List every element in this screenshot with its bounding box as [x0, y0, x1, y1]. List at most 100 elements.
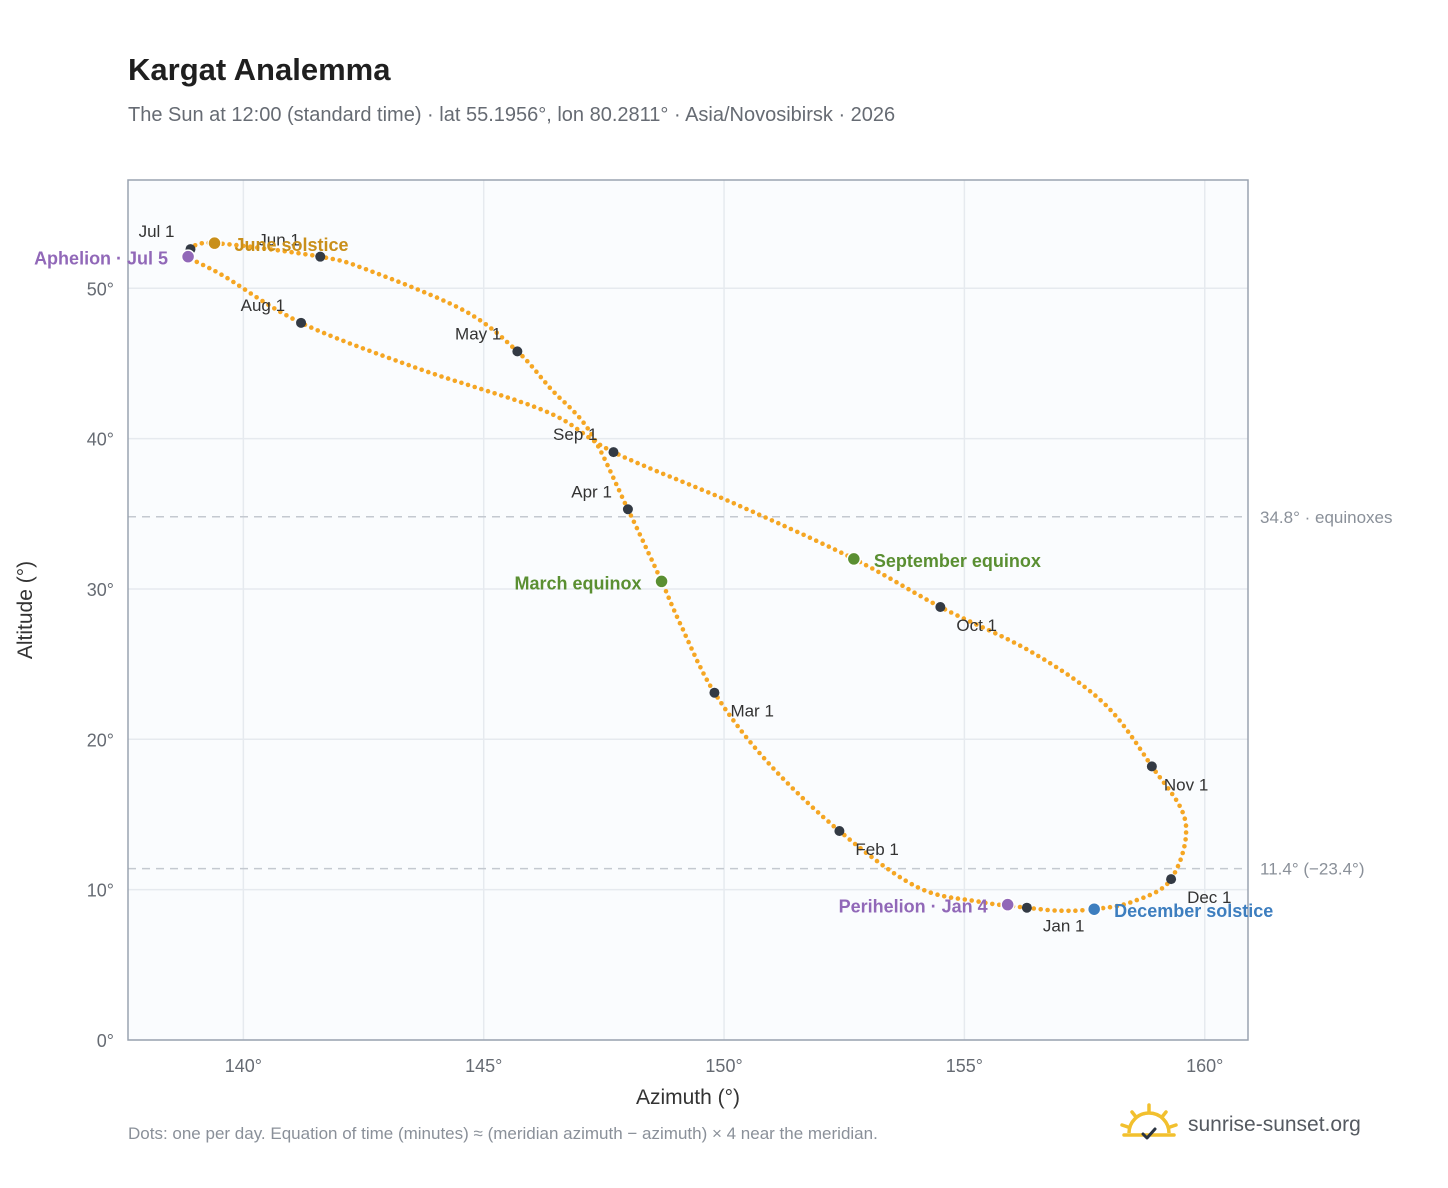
month-marker: [315, 251, 326, 262]
day-dot: [260, 298, 265, 304]
day-dot: [948, 895, 954, 900]
day-dot: [1117, 718, 1122, 723]
day-dot: [674, 614, 680, 620]
day-dot: [236, 283, 242, 289]
day-dot: [763, 515, 768, 520]
day-dot: [874, 858, 880, 864]
day-dot: [701, 671, 706, 676]
day-dot: [640, 538, 646, 543]
day-dot: [1183, 830, 1189, 835]
day-dot: [900, 583, 905, 588]
month-marker: [296, 317, 307, 328]
brand-name[interactable]: sunrise-sunset.org: [1188, 1113, 1361, 1136]
day-dot: [498, 393, 504, 398]
day-dot: [483, 322, 489, 327]
day-dot: [693, 484, 698, 490]
day-dot: [254, 245, 260, 250]
day-dot: [852, 841, 858, 847]
chart-title: Kargat Analemma: [128, 52, 391, 87]
plot-frame: [127, 179, 1249, 1041]
day-dot: [725, 498, 730, 503]
day-dot: [459, 307, 465, 312]
day-dot: [769, 518, 775, 523]
x-axis-ticks: 140° 145° 150° 155° 160°: [225, 1056, 1224, 1076]
day-dot: [445, 376, 451, 381]
day-dot: [1137, 746, 1143, 751]
event-marker: [846, 551, 862, 567]
day-dot: [466, 310, 471, 316]
day-dot: [897, 874, 903, 880]
month-label: Oct 1: [956, 616, 997, 635]
day-dot: [870, 566, 875, 571]
day-dot: [1076, 680, 1082, 685]
day-dot: [974, 622, 979, 627]
event-marker: [654, 574, 669, 589]
day-dot: [534, 369, 539, 375]
day-dot: [552, 390, 557, 396]
day-dot: [328, 333, 333, 339]
footnote: Dots: one per day. Equation of time (min…: [128, 1124, 878, 1143]
day-dot: [399, 360, 405, 366]
x-axis-title: Azimuth (°): [636, 1086, 740, 1109]
day-dot: [589, 431, 594, 437]
day-dot: [567, 404, 572, 410]
day-dot: [1182, 816, 1188, 821]
day-dot: [643, 544, 648, 550]
day-dot: [634, 525, 640, 531]
day-dot: [344, 259, 349, 265]
day-dot: [231, 279, 236, 285]
day-dot: [669, 601, 674, 607]
day-dot: [800, 795, 806, 801]
day-dot: [677, 620, 683, 626]
day-dot: [1031, 906, 1037, 911]
day-dot: [272, 306, 277, 311]
day-dot: [1157, 775, 1163, 780]
day-dot: [485, 388, 491, 394]
month-marker: [935, 601, 946, 612]
month-label: Sep 1: [553, 425, 597, 444]
day-dot: [432, 372, 438, 377]
day-dot: [876, 569, 881, 575]
x-tick-label: 145°: [465, 1056, 502, 1076]
reference-lines: 34.8° · equinoxes 11.4° (−23.4°): [128, 508, 1393, 879]
day-dot: [611, 475, 616, 481]
day-dot: [863, 850, 869, 855]
day-dot: [234, 242, 239, 248]
day-dot: [790, 786, 796, 791]
day-dot: [649, 557, 654, 562]
day-dot: [906, 586, 911, 592]
day-dot: [373, 351, 379, 356]
day-dot: [820, 541, 825, 546]
day-dot: [492, 391, 497, 396]
x-tick-label: 160°: [1186, 1056, 1223, 1076]
day-dot: [510, 344, 515, 350]
y-axis-title: Altitude (°): [14, 561, 37, 659]
day-dot: [628, 458, 634, 463]
day-dot: [619, 494, 625, 500]
day-dot: [1071, 676, 1076, 681]
day-dot: [1112, 712, 1118, 718]
day-dot: [585, 426, 590, 431]
day-dot: [504, 339, 510, 345]
day-dot: [310, 253, 315, 258]
month-marker: [512, 346, 523, 357]
day-dot: [512, 397, 517, 403]
day-dot: [888, 576, 893, 581]
day-dot: [1172, 870, 1178, 875]
day-dot: [680, 479, 685, 485]
day-dot: [903, 878, 908, 883]
reference-line-label: 11.4° (−23.4°): [1260, 860, 1364, 879]
day-dot: [576, 415, 582, 420]
day-dot: [1017, 904, 1023, 910]
day-dot: [1125, 729, 1131, 734]
brand[interactable]: sunrise-sunset.org: [1120, 1103, 1361, 1147]
day-dot: [1183, 837, 1188, 842]
day-dot: [441, 298, 446, 303]
day-dot: [599, 450, 604, 455]
y-tick-label: 10°: [87, 881, 114, 901]
plot-area: [128, 180, 1248, 1040]
day-dot: [412, 365, 418, 370]
day-dot: [268, 247, 274, 252]
day-dot: [698, 665, 703, 670]
y-tick-label: 30°: [87, 580, 114, 600]
